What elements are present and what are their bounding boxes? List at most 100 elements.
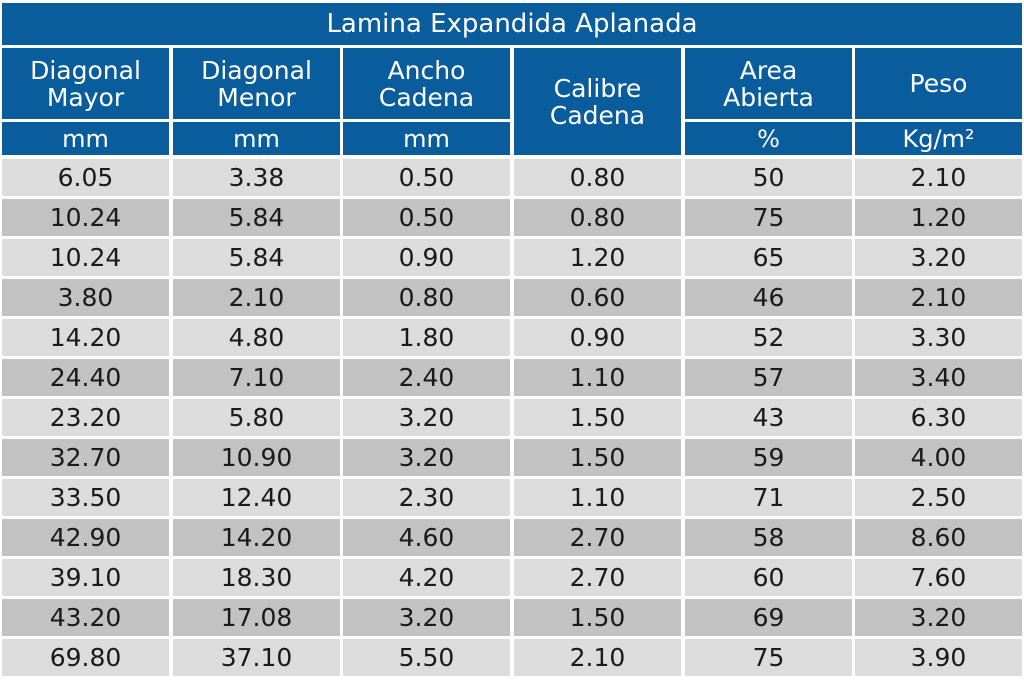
header-label-line: Menor bbox=[217, 82, 296, 112]
header-ancho-cadena: Ancho Cadena bbox=[343, 48, 510, 119]
table-cell: 69.80 bbox=[2, 639, 169, 676]
unit-diagonal-mayor: mm bbox=[2, 122, 169, 155]
table-cell: 37.10 bbox=[173, 639, 340, 676]
table-cell: 7.10 bbox=[173, 359, 340, 396]
table-cell: 3.20 bbox=[343, 599, 510, 636]
table-cell: 14.20 bbox=[173, 519, 340, 556]
table-cell: 43 bbox=[685, 399, 852, 436]
table-cell: 32.70 bbox=[2, 439, 169, 476]
header-diagonal-menor: Diagonal Menor bbox=[173, 48, 340, 119]
table-cell: 2.30 bbox=[343, 479, 510, 516]
table-cell: 4.60 bbox=[343, 519, 510, 556]
table-cell: 0.50 bbox=[343, 159, 510, 196]
table-cell: 1.50 bbox=[514, 599, 681, 636]
table-cell: 1.20 bbox=[514, 239, 681, 276]
table-cell: 0.90 bbox=[343, 239, 510, 276]
table-cell: 3.20 bbox=[855, 599, 1022, 636]
table-cell: 3.20 bbox=[343, 439, 510, 476]
table-cell: 2.70 bbox=[514, 559, 681, 596]
header-label-line: Cadena bbox=[549, 100, 646, 130]
header-label-line: Diagonal bbox=[201, 55, 312, 85]
table-cell: 1.20 bbox=[855, 199, 1022, 236]
table-cell: 1.10 bbox=[514, 479, 681, 516]
table-cell: 3.80 bbox=[2, 279, 169, 316]
table-cell: 3.20 bbox=[855, 239, 1022, 276]
table-cell: 6.30 bbox=[855, 399, 1022, 436]
table-cell: 43.20 bbox=[2, 599, 169, 636]
table-cell: 10.24 bbox=[2, 239, 169, 276]
table-cell: 1.50 bbox=[514, 399, 681, 436]
table-cell: 8.60 bbox=[855, 519, 1022, 556]
unit-area-abierta: % bbox=[685, 122, 852, 155]
table-title: Lamina Expandida Aplanada bbox=[2, 3, 1022, 45]
table-cell: 2.10 bbox=[514, 639, 681, 676]
table-cell: 52 bbox=[685, 319, 852, 356]
unit-ancho-cadena: mm bbox=[343, 122, 510, 155]
table-cell: 42.90 bbox=[2, 519, 169, 556]
table-cell: 3.20 bbox=[343, 399, 510, 436]
table-cell: 6.05 bbox=[2, 159, 169, 196]
table-cell: 4.00 bbox=[855, 439, 1022, 476]
table-cell: 0.60 bbox=[514, 279, 681, 316]
table-cell: 14.20 bbox=[2, 319, 169, 356]
table-cell: 50 bbox=[685, 159, 852, 196]
table-cell: 2.50 bbox=[855, 479, 1022, 516]
table-cell: 4.80 bbox=[173, 319, 340, 356]
table-cell: 0.80 bbox=[343, 279, 510, 316]
table-cell: 4.20 bbox=[343, 559, 510, 596]
header-label-line: Diagonal bbox=[30, 55, 141, 85]
table-cell: 7.60 bbox=[855, 559, 1022, 596]
table-cell: 2.10 bbox=[855, 159, 1022, 196]
table-cell: 2.10 bbox=[855, 279, 1022, 316]
header-label-line: Area bbox=[739, 55, 798, 85]
table-cell: 60 bbox=[685, 559, 852, 596]
header-area-abierta: Area Abierta bbox=[685, 48, 852, 119]
table-cell: 3.38 bbox=[173, 159, 340, 196]
table-cell: 17.08 bbox=[173, 599, 340, 636]
table-cell: 1.50 bbox=[514, 439, 681, 476]
table-cell: 12.40 bbox=[173, 479, 340, 516]
table-cell: 0.80 bbox=[514, 199, 681, 236]
table-cell: 3.90 bbox=[855, 639, 1022, 676]
table-cell: 1.80 bbox=[343, 319, 510, 356]
table-cell: 23.20 bbox=[2, 399, 169, 436]
table-cell: 59 bbox=[685, 439, 852, 476]
header-label-line: Abierta bbox=[723, 82, 814, 112]
table-cell: 2.40 bbox=[343, 359, 510, 396]
header-diagonal-mayor: Diagonal Mayor bbox=[2, 48, 169, 119]
table-cell: 0.90 bbox=[514, 319, 681, 356]
table-cell: 39.10 bbox=[2, 559, 169, 596]
table-cell: 2.70 bbox=[514, 519, 681, 556]
table-cell: 75 bbox=[685, 639, 852, 676]
table-cell: 0.80 bbox=[514, 159, 681, 196]
table-cell: 0.50 bbox=[343, 199, 510, 236]
table-cell: 46 bbox=[685, 279, 852, 316]
unit-peso: Kg/m² bbox=[855, 122, 1022, 155]
table-cell: 5.80 bbox=[173, 399, 340, 436]
header-label-line: Calibre bbox=[553, 73, 642, 103]
table-cell: 10.24 bbox=[2, 199, 169, 236]
unit-diagonal-menor: mm bbox=[173, 122, 340, 155]
table-cell: 3.30 bbox=[855, 319, 1022, 356]
table-cell: 5.84 bbox=[173, 239, 340, 276]
table-cell: 58 bbox=[685, 519, 852, 556]
header-label-line: Mayor bbox=[46, 82, 125, 112]
table-cell: 18.30 bbox=[173, 559, 340, 596]
header-label-line: Ancho bbox=[387, 55, 466, 85]
table-cell: 24.40 bbox=[2, 359, 169, 396]
header-calibre-cadena: Calibre Cadena bbox=[514, 48, 681, 155]
table-cell: 71 bbox=[685, 479, 852, 516]
header-label-line: Cadena bbox=[378, 82, 475, 112]
header-label-line: Peso bbox=[909, 69, 968, 98]
table-cell: 5.84 bbox=[173, 199, 340, 236]
table-cell: 57 bbox=[685, 359, 852, 396]
table-cell: 69 bbox=[685, 599, 852, 636]
table-cell: 2.10 bbox=[173, 279, 340, 316]
table-cell: 5.50 bbox=[343, 639, 510, 676]
header-peso: Peso bbox=[855, 48, 1022, 119]
table-cell: 75 bbox=[685, 199, 852, 236]
table-cell: 10.90 bbox=[173, 439, 340, 476]
table-cell: 3.40 bbox=[855, 359, 1022, 396]
table-cell: 1.10 bbox=[514, 359, 681, 396]
